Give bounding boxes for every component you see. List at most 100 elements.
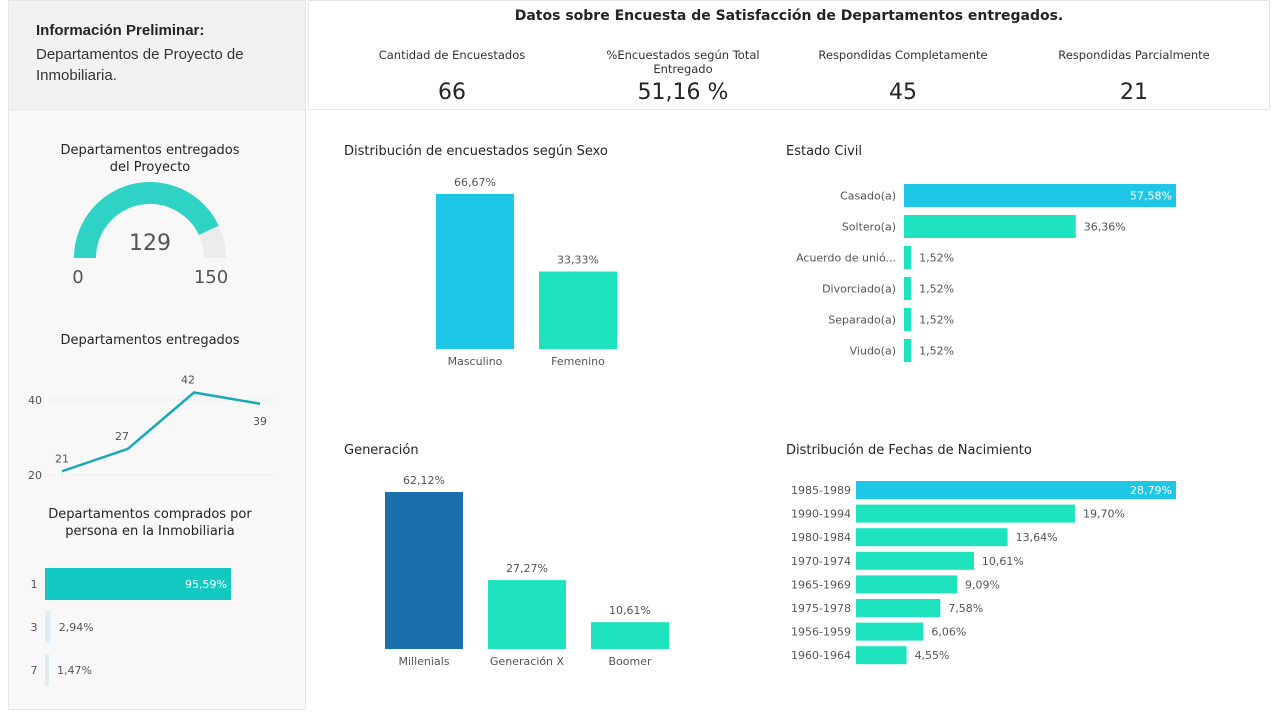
data-label: 27,27% bbox=[506, 562, 548, 575]
data-label: 62,12% bbox=[403, 474, 445, 487]
bar[interactable] bbox=[904, 215, 1076, 238]
bar[interactable] bbox=[856, 622, 924, 641]
data-label: 6,06% bbox=[931, 626, 966, 639]
gauge-min: 0 bbox=[72, 267, 83, 288]
data-label: 1,52% bbox=[919, 345, 954, 358]
bar[interactable] bbox=[856, 528, 1008, 547]
category-label: Femenino bbox=[551, 355, 605, 368]
gauge-max: 150 bbox=[194, 267, 228, 288]
data-label: 1,52% bbox=[919, 252, 954, 265]
gauge-chart[interactable]: 129 0 150 bbox=[50, 180, 250, 290]
category-label: Generación X bbox=[490, 655, 565, 668]
kpi-panel bbox=[308, 0, 1270, 110]
category-label: 1960-1964 bbox=[791, 649, 851, 662]
y-tick-label: 40 bbox=[28, 394, 42, 407]
buy-chart-title: Departamentos comprados por persona en l… bbox=[48, 507, 252, 539]
category-label: Divorciado(a) bbox=[822, 283, 896, 296]
kpi-title: Datos sobre Encuesta de Satisfacción de … bbox=[514, 8, 1064, 24]
gen-chart[interactable]: 62,12% Millenials 27,27% Generación X 10,61%… bbox=[360, 466, 690, 676]
bar[interactable] bbox=[904, 277, 912, 300]
category-label: Acuerdo de unió... bbox=[796, 252, 896, 265]
data-label: 4,55% bbox=[915, 649, 950, 662]
bar[interactable] bbox=[856, 646, 907, 665]
category-label: 1956-1959 bbox=[791, 626, 851, 639]
bar[interactable] bbox=[385, 492, 463, 649]
data-label: 13,64% bbox=[1016, 531, 1058, 544]
category-label: 1990-1994 bbox=[791, 508, 851, 521]
kpi-value-completas[interactable]: 45 bbox=[889, 80, 917, 105]
kpi-label-parciales: Respondidas Parcialmente bbox=[1058, 48, 1210, 62]
bar[interactable] bbox=[856, 551, 974, 570]
data-label: 27 bbox=[115, 430, 129, 443]
civil-chart[interactable]: Casado(a) 57,58% Soltero(a) 36,36% Acuerdo d… bbox=[786, 176, 1270, 370]
gen-chart-title: Generación bbox=[344, 443, 419, 458]
category-label: 1965-1969 bbox=[791, 578, 851, 591]
gauge-value: 129 bbox=[129, 231, 171, 256]
bar[interactable] bbox=[904, 246, 912, 269]
bar[interactable] bbox=[436, 194, 514, 349]
data-label: 21 bbox=[55, 452, 69, 465]
data-label: 42 bbox=[181, 374, 195, 387]
data-label: 36,36% bbox=[1084, 221, 1126, 234]
category-label: 1975-1978 bbox=[791, 602, 851, 615]
bar[interactable] bbox=[856, 599, 941, 617]
bar[interactable] bbox=[856, 504, 1075, 523]
kpi-label-encuestados: Cantidad de Encuestados bbox=[378, 48, 526, 62]
bar[interactable] bbox=[856, 481, 1176, 499]
info-title: Información Preliminar: bbox=[36, 22, 205, 39]
kpi-value-parciales[interactable]: 21 bbox=[1120, 80, 1148, 105]
category-label: Viudo(a) bbox=[850, 345, 896, 358]
kpi-label-completas: Respondidas Completamente bbox=[818, 48, 988, 62]
data-label: 2,94% bbox=[59, 621, 94, 634]
data-label: 19,70% bbox=[1083, 508, 1125, 521]
category-label: 7 bbox=[31, 664, 38, 677]
gauge-title: Departamentos entregados del Proyecto bbox=[60, 143, 240, 175]
category-label: Separado(a) bbox=[828, 314, 896, 327]
buy-chart[interactable]: 1 95,59% 3 2,94% 7 1,47% bbox=[20, 560, 290, 700]
data-label: 95,59% bbox=[185, 578, 227, 591]
data-label: 1,52% bbox=[919, 314, 954, 327]
data-label: 33,33% bbox=[557, 254, 599, 267]
kpi-value-encuestados[interactable]: 66 bbox=[438, 80, 466, 105]
category-label: Masculino bbox=[448, 355, 503, 368]
bar[interactable] bbox=[45, 568, 231, 600]
data-label: 10,61% bbox=[982, 555, 1024, 568]
bar[interactable] bbox=[904, 308, 912, 331]
bar[interactable] bbox=[904, 339, 912, 362]
category-label: Soltero(a) bbox=[842, 221, 896, 234]
bar[interactable] bbox=[488, 580, 566, 649]
sex-chart-title: Distribución de encuestados según Sexo bbox=[344, 144, 608, 159]
data-label: 66,67% bbox=[454, 176, 496, 189]
category-label: 1985-1989 bbox=[791, 484, 851, 497]
category-label: Boomer bbox=[608, 655, 651, 668]
info-panel bbox=[8, 0, 306, 110]
line-chart[interactable]: 40 20 21 27 42 39 bbox=[20, 365, 290, 495]
bar[interactable] bbox=[856, 575, 958, 594]
line-chart-title: Departamentos entregados bbox=[60, 333, 240, 348]
bar[interactable] bbox=[45, 611, 51, 643]
category-label: 1 bbox=[31, 578, 38, 591]
left-panel bbox=[8, 110, 306, 710]
data-label: 9,09% bbox=[965, 578, 1000, 591]
kpi-value-porcentaje[interactable]: 51,16 % bbox=[637, 80, 729, 105]
bar[interactable] bbox=[45, 654, 49, 686]
data-label: 39 bbox=[253, 415, 267, 428]
line-series bbox=[61, 391, 261, 473]
y-tick-label: 20 bbox=[28, 469, 42, 482]
data-label: 7,58% bbox=[948, 602, 983, 615]
bar[interactable] bbox=[539, 271, 617, 349]
bar[interactable] bbox=[904, 184, 1176, 207]
category-label: Millenials bbox=[399, 655, 450, 668]
gauge-track bbox=[198, 225, 226, 259]
birth-chart-title: Distribución de Fechas de Nacimiento bbox=[786, 443, 1032, 458]
kpi-label-porcentaje: %Encuestados según Total Entregado bbox=[606, 48, 760, 76]
data-label: 28,79% bbox=[1130, 484, 1172, 497]
category-label: 3 bbox=[31, 621, 38, 634]
data-label: 1,52% bbox=[919, 283, 954, 296]
sex-chart[interactable]: 66,67% Masculino 33,33% Femenino bbox=[400, 168, 660, 378]
bar[interactable] bbox=[591, 622, 669, 649]
data-label: 1,47% bbox=[57, 664, 92, 677]
civil-chart-title: Estado Civil bbox=[786, 144, 862, 159]
data-label: 57,58% bbox=[1130, 190, 1172, 203]
birth-chart[interactable]: 1985-1989 28,79% 1990-1994 19,70% 1980-1984 1… bbox=[786, 476, 1270, 670]
